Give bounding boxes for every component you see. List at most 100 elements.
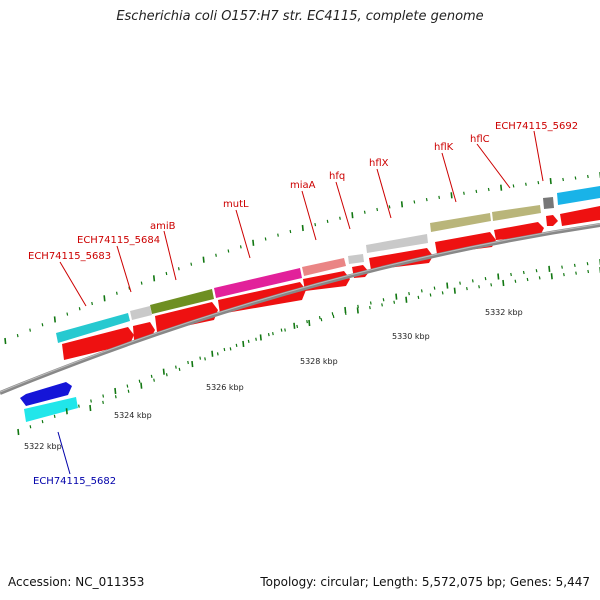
scale-tick bbox=[332, 314, 335, 319]
scale-tick bbox=[90, 399, 92, 403]
scale-tick bbox=[382, 298, 385, 302]
label-hflC[interactable]: hflC bbox=[470, 134, 490, 145]
label-ECH74115_5683[interactable]: ECH74115_5683 bbox=[28, 251, 111, 262]
scale-tick bbox=[272, 332, 274, 336]
cds-arrow[interactable] bbox=[546, 215, 558, 226]
scale-tick bbox=[446, 282, 449, 289]
scale-tick bbox=[16, 333, 19, 338]
scale-tick bbox=[326, 219, 329, 223]
scale-tick bbox=[41, 323, 44, 327]
tick-row-lower bbox=[17, 267, 600, 436]
scale-label-5324: 5324 kbp bbox=[114, 411, 152, 420]
gene-miaA[interactable] bbox=[302, 258, 346, 276]
label-ECH74115_5692[interactable]: ECH74115_5692 bbox=[495, 121, 578, 132]
gene-amiB[interactable] bbox=[150, 289, 214, 314]
scale-tick bbox=[41, 419, 44, 424]
cds-arrow[interactable] bbox=[155, 302, 218, 332]
gene-ECH74115_5683[interactable] bbox=[56, 313, 130, 343]
scale-tick bbox=[211, 350, 214, 357]
scale-tick bbox=[202, 256, 205, 263]
label-ECH74115_5682[interactable]: ECH74115_5682 bbox=[33, 476, 116, 487]
scale-tick bbox=[356, 307, 359, 314]
scale-tick bbox=[420, 289, 423, 293]
gene-hflX[interactable] bbox=[366, 234, 428, 253]
scale-tick bbox=[314, 222, 317, 227]
scale-tick bbox=[537, 181, 540, 185]
label-mutL[interactable]: mutL bbox=[223, 199, 249, 210]
scale-tick bbox=[550, 273, 553, 280]
cds-arrow[interactable] bbox=[62, 327, 134, 360]
scale-tick bbox=[586, 262, 589, 266]
scale-tick bbox=[344, 306, 347, 314]
scale-label-5322: 5322 kbp bbox=[24, 442, 62, 451]
scale-tick bbox=[388, 205, 391, 209]
genome-backbone bbox=[0, 223, 600, 395]
label-hfq[interactable]: hfq bbox=[329, 171, 345, 182]
label-ECH74115_5684[interactable]: ECH74115_5684 bbox=[77, 235, 160, 246]
scale-tick bbox=[339, 216, 341, 220]
scale-tick bbox=[115, 291, 118, 295]
scale-tick bbox=[395, 293, 398, 300]
scale-tick bbox=[53, 316, 56, 323]
scale-tick bbox=[381, 303, 383, 307]
forward-gene-track bbox=[56, 186, 600, 343]
gene-labels: ECH74115_5683 ECH74115_5684 amiB mutL mi… bbox=[28, 121, 578, 487]
gene-ECH74115_5682[interactable] bbox=[24, 397, 78, 422]
scale-tick bbox=[264, 237, 267, 241]
gene-hflK[interactable] bbox=[430, 213, 491, 232]
gene-mutL[interactable] bbox=[214, 268, 302, 298]
scale-tick bbox=[177, 267, 180, 271]
scale-tick bbox=[471, 279, 474, 283]
scale-tick bbox=[255, 337, 257, 341]
scale-tick bbox=[502, 279, 505, 287]
gene-ECH74115_5692[interactable] bbox=[557, 186, 600, 205]
scale-tick bbox=[413, 200, 416, 204]
scale-tick bbox=[4, 337, 7, 345]
scale-tick bbox=[296, 324, 299, 329]
scale-tick bbox=[239, 245, 242, 249]
scale-tick bbox=[438, 195, 441, 200]
scale-tick bbox=[433, 286, 436, 290]
scale-tick bbox=[284, 328, 286, 332]
gene-hflC[interactable] bbox=[492, 205, 541, 221]
scale-label-5330: 5330 kbp bbox=[392, 332, 430, 341]
scale-tick bbox=[162, 368, 165, 375]
scale-tick bbox=[400, 201, 404, 208]
scale-tick bbox=[514, 279, 517, 283]
scale-tick bbox=[484, 276, 487, 281]
scale-tick bbox=[175, 365, 177, 369]
label-hflX[interactable]: hflX bbox=[369, 158, 389, 169]
scale-tick bbox=[223, 347, 226, 352]
scale-label-5326: 5326 kbp bbox=[206, 383, 244, 392]
scale-label-5328: 5328 kbp bbox=[300, 357, 338, 366]
scale-tick bbox=[78, 404, 80, 408]
scale-tick bbox=[78, 307, 81, 311]
cds-arrow[interactable] bbox=[435, 232, 496, 254]
cds-arrow[interactable] bbox=[369, 248, 433, 270]
gene-hfq[interactable] bbox=[348, 254, 364, 264]
scale-tick bbox=[102, 400, 104, 405]
scale-tick bbox=[190, 262, 193, 266]
gene-unnamed-1[interactable] bbox=[130, 306, 152, 320]
scale-tick bbox=[320, 318, 323, 322]
scale-tick bbox=[450, 192, 453, 199]
scale-tick bbox=[535, 269, 538, 273]
label-miaA[interactable]: miaA bbox=[290, 180, 316, 191]
scale-tick bbox=[306, 320, 308, 324]
scale-tick bbox=[510, 272, 512, 277]
gene-unnamed-2[interactable] bbox=[543, 197, 554, 209]
scale-tick bbox=[478, 285, 480, 289]
scale-tick bbox=[187, 360, 189, 365]
gene-reverse-blue[interactable] bbox=[20, 382, 72, 406]
scale-tick bbox=[575, 271, 577, 275]
scale-tick bbox=[29, 425, 32, 429]
scale-tick bbox=[408, 292, 410, 296]
scale-tick bbox=[140, 382, 143, 389]
label-hflK[interactable]: hflK bbox=[434, 142, 454, 153]
scale-tick bbox=[466, 287, 468, 291]
cds-arrow[interactable] bbox=[560, 206, 600, 226]
scale-tick bbox=[227, 249, 230, 253]
scale-tick bbox=[475, 189, 478, 193]
label-amiB[interactable]: amiB bbox=[150, 221, 176, 232]
